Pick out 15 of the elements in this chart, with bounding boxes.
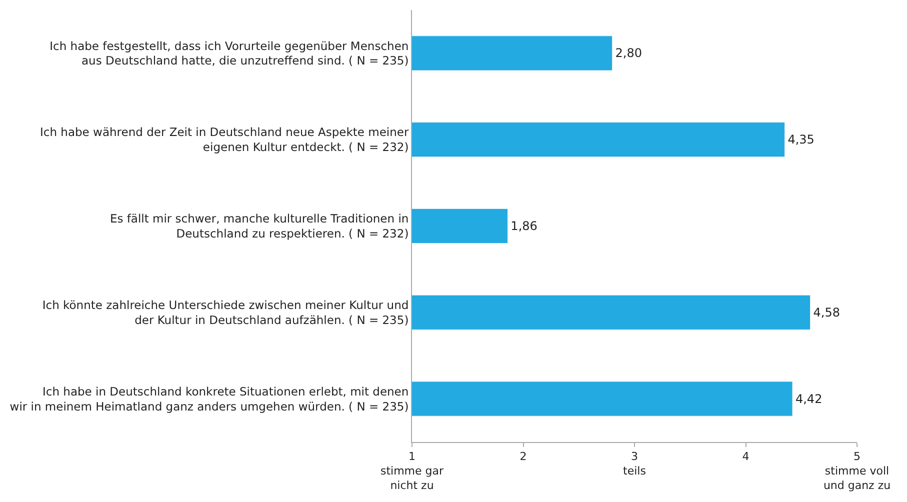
x-tick-label: 5 stimme voll und ganz zu <box>823 450 891 492</box>
data-label: 4,42 <box>795 392 822 406</box>
y-tick-label: Ich habe in Deutschland konkrete Situationen erlebt, mit denen wir in meinem Heimatland ganz anders umgehen würden. ( N = 235) <box>10 384 409 414</box>
y-tick-label: Ich könnte zahlreiche Unterschiede zwischen meiner Kultur und der Kultur in Deutschland aufzählen. ( N = 235) <box>42 298 409 327</box>
x-tick-label: 1 stimme gar nicht zu <box>380 450 444 492</box>
y-tick-label: Ich habe während der Zeit in Deutschland neue Aspekte meiner eigenen Kultur entdeckt. ( N = 232) <box>40 125 409 154</box>
x-tick-label: 3 teils <box>623 450 646 478</box>
data-label: 1,86 <box>510 219 538 233</box>
y-tick-label: Es fällt mir schwer, manche kulturelle Traditionen in Deutschland zu respektieren. ( N = 232) <box>110 212 409 240</box>
x-tick-label: 4 <box>742 450 750 464</box>
data-label: 4,58 <box>813 305 840 320</box>
y-tick-label: Ich habe festgestellt, dass ich Vorurteile gegenüber Menschen aus Deutschland hatte, die unzutreffend sind. ( N = 235) <box>50 38 409 68</box>
data-label: 2,80 <box>615 46 642 60</box>
x-tick-label: 2 <box>520 450 527 464</box>
data-label: 4,35 <box>788 132 814 147</box>
